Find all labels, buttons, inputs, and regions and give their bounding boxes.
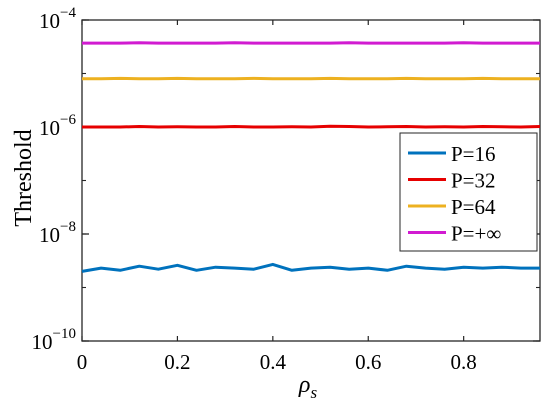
legend-label: P=32 [451,169,496,193]
y-axis-label: Threshold [11,129,37,226]
series-layer [81,41,541,273]
x-tick-label: 0.6 [355,350,381,374]
x-tick-label: 0.2 [164,350,190,374]
x-axis-label-subscript: s [310,383,317,402]
x-tick-label: 0.8 [451,350,477,374]
x-tick-label: 0.4 [260,350,287,374]
legend-label: P=+∞ [451,222,501,246]
series-line-1 [81,262,540,273]
y-tick-label: 10−6 [39,112,76,140]
legend-label: P=16 [451,142,496,166]
y-tick-label: 10−4 [39,5,76,33]
legend-label: P=64 [451,195,496,219]
y-tick-label: 10−8 [39,219,76,247]
y-tick-label: 10−10 [32,326,76,354]
x-axis-label: ρs [298,372,318,402]
legend: P=16 P=32P=64 P=+∞ [399,132,538,252]
x-axis-label-main: ρ [298,372,311,398]
series-line-2 [82,124,541,129]
x-tick-label: 0 [77,350,88,374]
